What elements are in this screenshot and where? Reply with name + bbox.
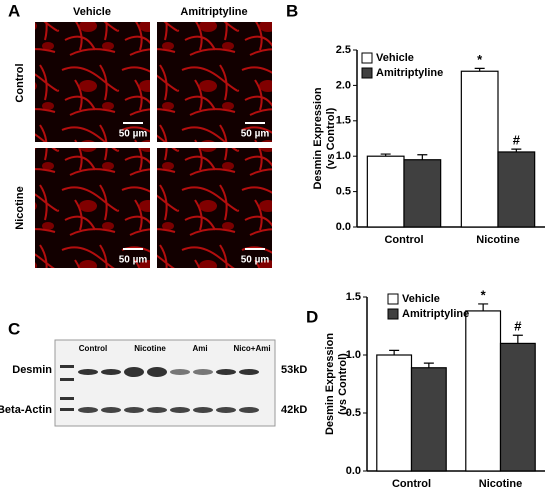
blot-band: [101, 369, 121, 375]
blot-band: [124, 367, 144, 377]
blot-band: [216, 369, 236, 375]
blot-size: 42kD: [281, 404, 307, 416]
legend-swatch: [387, 308, 399, 320]
y-tick-label: 0.5: [346, 407, 361, 419]
blot-row-label: Desmin: [12, 364, 52, 376]
column-header: Vehicle: [73, 6, 111, 18]
legend-label: Vehicle: [402, 293, 440, 305]
y-tick-label: 1.5: [346, 291, 361, 303]
error-bar: [380, 153, 391, 157]
blot-band: [147, 407, 167, 413]
error-bar: [417, 154, 428, 160]
annotation: *: [477, 52, 483, 67]
y-tick-label: 0.5: [336, 186, 351, 198]
annotation: *: [481, 287, 487, 302]
annotation: #: [514, 319, 522, 334]
y-tick-label: 0.0: [336, 221, 351, 233]
blot-band: [193, 369, 213, 375]
scale-bar-label: 50 µm: [241, 129, 270, 140]
error-bar: [474, 67, 485, 72]
ladder-band: [60, 397, 74, 400]
ladder-band: [60, 408, 74, 411]
blot-band: [101, 407, 121, 413]
lane-label: Control: [79, 344, 107, 353]
legend-label: Amitriptyline: [376, 67, 443, 79]
panel-label: D: [306, 307, 318, 326]
panel-label: C: [8, 319, 20, 338]
blot-band: [170, 407, 190, 413]
ladder-band: [60, 378, 74, 381]
scale-bar-label: 50 µm: [119, 129, 148, 140]
error-bar: [511, 148, 522, 152]
scale-bar-label: 50 µm: [119, 255, 148, 266]
blot-band: [147, 367, 167, 377]
row-header: Control: [14, 63, 26, 102]
y-tick-label: 2.5: [336, 44, 351, 56]
x-tick-label: Nicotine: [476, 234, 519, 246]
blot-band: [193, 407, 213, 413]
bar: [499, 342, 536, 472]
blot-size: 53kD: [281, 364, 307, 376]
bar: [376, 354, 413, 472]
y-axis-label: Desmin Expression: [324, 333, 336, 435]
y-tick-label: 1.0: [346, 349, 361, 361]
annotation: #: [513, 133, 521, 148]
y-tick-label: 1.5: [336, 115, 351, 127]
blot-band: [124, 407, 144, 413]
ladder-band: [60, 365, 74, 368]
x-tick-label: Control: [392, 478, 431, 490]
blot-band: [78, 369, 98, 375]
scale-bar-label: 50 µm: [241, 255, 270, 266]
lane-label: Ami: [192, 344, 207, 353]
error-bar: [478, 303, 489, 311]
panel-label: B: [286, 1, 298, 20]
x-tick-label: Nicotine: [479, 478, 522, 490]
error-bar: [389, 349, 400, 355]
y-tick-label: 0.0: [346, 465, 361, 477]
y-tick-label: 2.0: [336, 79, 351, 91]
bar: [460, 70, 499, 228]
y-axis-label: (vs Control): [325, 107, 337, 169]
bar: [366, 155, 405, 228]
blot-band: [216, 407, 236, 413]
y-tick-label: 1.0: [336, 150, 351, 162]
legend-swatch: [387, 293, 399, 305]
y-axis-label: Desmin Expression: [312, 87, 324, 189]
legend-swatch: [361, 67, 373, 79]
x-tick-label: Control: [384, 234, 423, 246]
bar: [465, 310, 502, 472]
error-bar: [423, 362, 434, 368]
blot-band: [239, 369, 259, 375]
error-bar: [512, 334, 523, 344]
legend-label: Amitriptyline: [402, 308, 469, 320]
column-header: Amitriptyline: [180, 6, 247, 18]
blot-band: [239, 407, 259, 413]
bar: [410, 367, 447, 472]
legend-label: Vehicle: [376, 52, 414, 64]
blot-row-label: Beta-Actin: [0, 404, 52, 416]
blot-band: [78, 407, 98, 413]
panel-label: A: [8, 1, 20, 20]
y-axis-label: (vs Control): [337, 353, 349, 415]
lane-label: Nicotine: [134, 344, 166, 353]
legend-swatch: [361, 52, 373, 64]
blot-band: [170, 369, 190, 375]
bar: [403, 159, 442, 228]
bar: [497, 151, 536, 228]
lane-label: Nico+Ami: [233, 344, 270, 353]
row-header: Nicotine: [14, 186, 26, 229]
